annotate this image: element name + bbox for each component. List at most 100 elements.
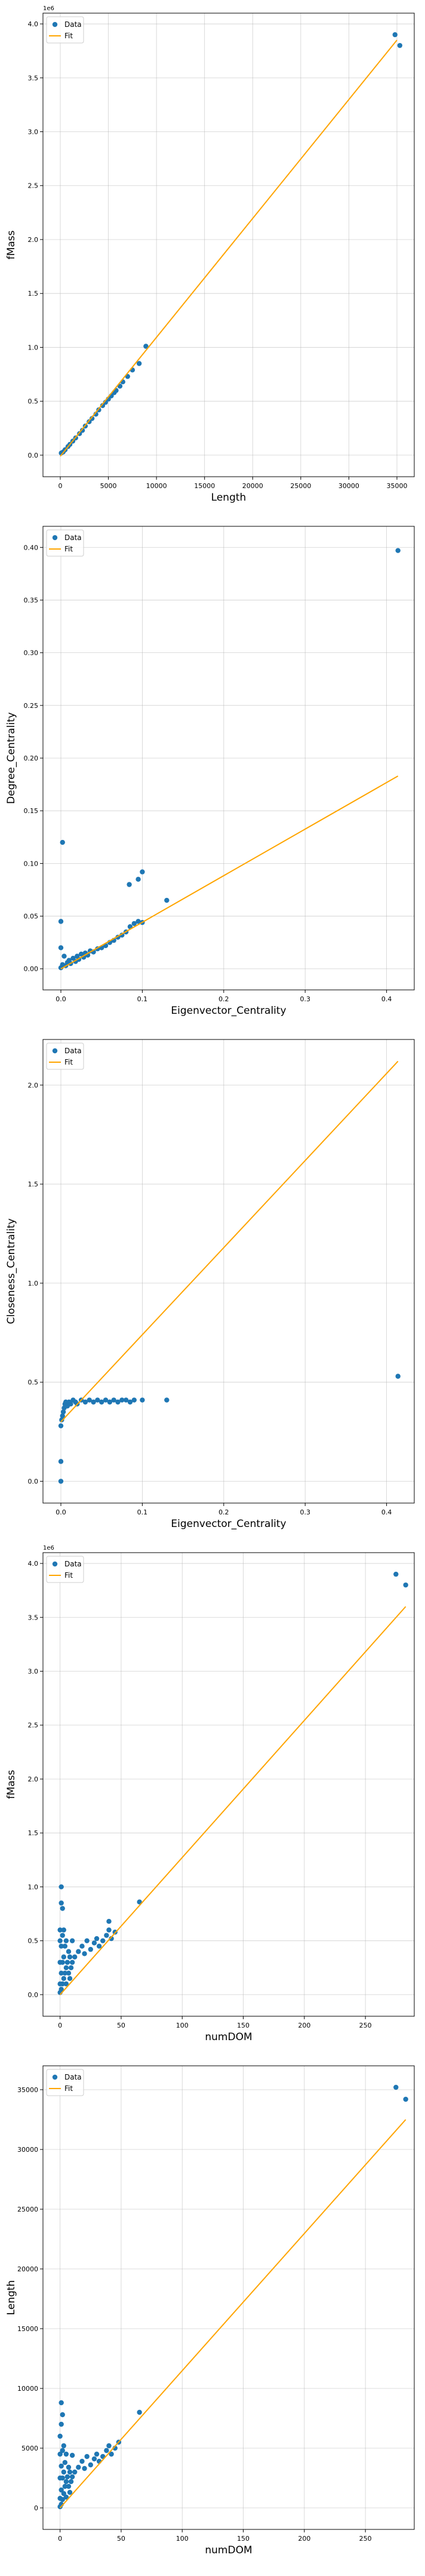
data-point [94,1936,100,1942]
data-point [60,2448,65,2454]
data-point [58,1423,64,1428]
data-point [61,2491,66,2497]
fit-line [60,1060,399,1422]
x-tick-label: 250 [359,2022,372,2029]
data-point [123,1397,129,1403]
data-point [140,869,145,875]
legend: Data Fit [46,16,84,44]
plot-frame [42,526,415,990]
y-tick-label: 3.5 [28,74,39,82]
data-point [68,2479,74,2485]
x-tick-label: 35000 [386,482,407,490]
data-point [106,2443,112,2449]
legend-data-label: Data [64,1560,82,1568]
data-point [104,1933,109,1938]
fit-line [60,775,399,970]
chart-3: 0.0 0.1 0.2 0.3 0.4 0.0 0.5 1.0 1.5 2.0 Eigenvecto… [5,1039,415,1530]
legend-fit-label: Fit [64,1571,73,1580]
data-point [72,2469,78,2475]
y-tick-label: 0.35 [24,596,39,604]
y-tick-label: 1.0 [28,344,39,351]
data-point [76,2464,81,2470]
data-point [58,919,64,924]
data-point [68,1965,74,1970]
x-tick-label: 30000 [338,482,359,490]
data-point [104,2448,109,2454]
plot-frame [42,13,415,477]
x-tick-label: 0.2 [218,1508,229,1516]
data-point [60,1413,65,1419]
y-tick-label: 2.5 [28,1722,39,1729]
data-point [57,1938,63,1943]
data-point [63,1938,69,1943]
y-tick-label: 0.10 [24,860,39,867]
data-point [61,2443,66,2449]
data-point [69,2474,75,2480]
x-tick-label: 0.4 [381,1508,392,1516]
data-point [60,839,65,845]
legend: Data Fit [46,529,84,557]
x-tick-label: 50 [117,2022,125,2029]
data-point [60,1409,66,1415]
data-point [60,2497,65,2503]
y-tick-label: 0 [34,2504,38,2512]
plot-frame [42,1039,415,1504]
data-point [63,1965,69,1970]
data-point [79,2458,85,2464]
data-point [62,1970,68,1976]
x-axis-label: Length [211,492,247,504]
y-tick-label: 0.00 [24,965,39,973]
x-tick-label: 0 [58,2022,62,2029]
y-tick-label: 1.5 [28,1180,39,1188]
data-point [63,2451,69,2457]
plot-area [43,1553,414,2016]
data-point [94,2451,100,2457]
data-point [91,1940,97,1946]
data-point [72,1954,78,1959]
y-tick-label: 4.0 [28,1560,39,1568]
chart-2: 0.0 0.1 0.2 0.3 0.4 0.00 0.05 0.10 0.15 0.20 0.25 0… [5,526,415,1017]
data-point [69,1959,75,1965]
legend-fit-label: Fit [64,2084,73,2093]
data-point [67,2489,73,2495]
legend-fit-label: Fit [64,1058,73,1066]
x-tick-label: 0 [58,482,63,490]
y-multiplier: 1e6 [43,1545,54,1551]
x-tick-label: 20000 [242,482,263,490]
y-tick-label: 0.25 [24,702,39,710]
y-tick-label: 20000 [17,2265,38,2273]
data-point [127,882,132,887]
y-tick-label: 2.0 [28,1775,39,1783]
data-point [58,1900,64,1906]
x-tick-label: 15000 [194,482,215,490]
x-tick-label: 0.4 [381,995,392,1003]
y-tick-label: 0.15 [24,807,39,815]
x-tick-label: 0.1 [137,1508,148,1516]
data-point [164,1397,170,1403]
y-tick-label: 15000 [17,2325,38,2333]
y-tick-label: 2.5 [28,182,39,190]
x-tick-label: 0 [58,2535,62,2543]
y-tick-label: 0.0 [28,1478,39,1486]
data-point [58,1884,64,1890]
y-tick-label: 0.0 [28,452,39,459]
data-point [109,2451,114,2457]
legend: Data Fit [46,1042,84,1070]
y-tick-label: 0.0 [28,1991,39,1999]
data-point [58,2421,64,2427]
data-point [137,1899,142,1905]
chart-1: 0 5000 10000 15000 20000 25000 30000 35000 0.0 0.… [5,5,415,504]
y-tick-label: 0.40 [24,544,39,551]
data-point [100,403,106,409]
y-tick-label: 5000 [21,2445,38,2452]
x-tick-label: 25000 [290,482,311,490]
data-point [69,2452,75,2458]
data-point [89,416,95,421]
data-point [61,1954,66,1959]
data-point [143,344,149,349]
data-point [140,1397,145,1403]
y-tick-label: 0.5 [28,1379,39,1387]
y-axis-label: Closeness_Centrality [5,1218,17,1324]
data-point [61,2469,66,2475]
data-point [62,2460,68,2465]
